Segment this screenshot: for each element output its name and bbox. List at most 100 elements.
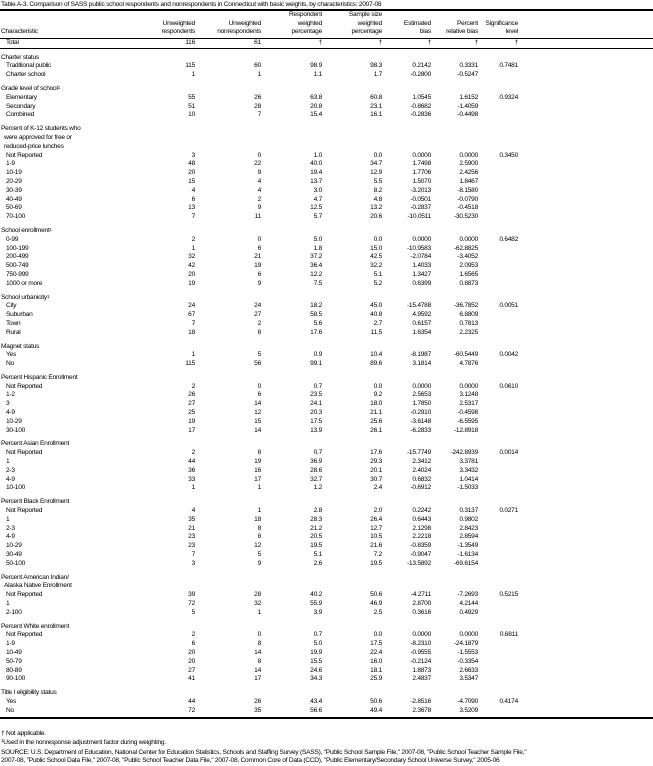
cell: 19: [254, 458, 261, 466]
cell: 8: [257, 449, 262, 457]
cell: [478, 103, 518, 112]
cell: 0.7: [313, 449, 323, 457]
table-row: 2-100 5 1 3.9 2.5 0.3616 0.4929: [0, 609, 653, 618]
row-label: 500-749: [6, 262, 29, 270]
cell: 2.2325: [459, 328, 478, 336]
table-row: 30-100 17 14 13.9 26.1 -6.2833 -12.8918: [0, 427, 653, 436]
cell: -24.1879: [453, 640, 478, 648]
table-row: Combined 10 7 15.4 16.1 -0.2836 -0.4498: [0, 111, 653, 120]
cell: -0.2124: [410, 657, 431, 665]
cell: -1.4059: [457, 102, 478, 110]
group-header-row: School enrollment1: [0, 222, 653, 236]
row-label: Elementary: [6, 93, 37, 101]
cell: 1: [257, 608, 262, 616]
cell: 1.8467: [459, 177, 478, 185]
spacer: [518, 320, 653, 329]
footnote-1-mark: 1: [1, 738, 4, 743]
group-header-row: School urbanicity1: [0, 289, 653, 303]
cell: [478, 600, 518, 609]
spacer: [518, 706, 653, 719]
cell: [478, 484, 518, 493]
cell: 2.8594: [459, 533, 478, 541]
table-row: 10-29 23 12 19.5 21.6 -0.8359 -1.3549: [0, 542, 653, 551]
cell: 21: [188, 524, 195, 532]
cell: 4: [191, 507, 196, 515]
cell: 19.5: [370, 559, 382, 567]
cell: 0.9324: [499, 93, 518, 101]
spacer: [518, 262, 653, 271]
cell: 15.0: [370, 244, 382, 252]
table-row: Not Reported 2 0 0.7 0.0 0.0000 0.0000 0.0610: [0, 383, 653, 392]
cell: 13: [188, 204, 195, 212]
cell: 23: [188, 533, 195, 541]
cell: -0.6912: [410, 484, 431, 492]
cell: 60.8: [370, 93, 382, 101]
group-header-row: Charter status: [0, 48, 653, 62]
cell: 5: [257, 351, 262, 359]
row-label: 1: [6, 458, 10, 466]
group-label-text: Percent Black Enrollment: [1, 498, 70, 506]
group-label-text: Percent American Indian/: [1, 573, 69, 581]
cell: 2: [257, 319, 262, 327]
cell: 23.1: [370, 102, 382, 110]
cell: 48: [188, 160, 195, 168]
group-header-row: Percent Hispanic Enrollment: [0, 369, 653, 383]
table-row: 1 35 18 28.3 26.4 0.6443 0.9802: [0, 516, 653, 525]
table-row: 50-69 13 9 12.5 13.2 -0.2837 -0.4518: [0, 204, 653, 213]
cell: 3.5209: [431, 706, 478, 719]
table-row: 1-9 6 8 5.0 17.5 -8.2310 -24.1879: [0, 640, 653, 649]
cell: 3: [191, 559, 196, 567]
spacer: [518, 196, 653, 205]
cell: 51: [188, 102, 195, 110]
cell: 0.0000: [459, 631, 478, 639]
cell: [478, 187, 518, 196]
cell: 5.6: [313, 319, 323, 327]
cell: 0.0000: [412, 151, 431, 159]
cell: 2.4256: [459, 169, 478, 177]
group-label-text: Grade level of school: [1, 84, 58, 92]
cell: 19.4: [310, 169, 322, 177]
row-label: 1-2: [6, 391, 15, 399]
cell: 39: [188, 591, 195, 599]
cell: 72: [150, 706, 195, 719]
group-label: Percent White enrollment: [0, 618, 653, 632]
col-header-percent-relative-bias: Percent relative bias: [446, 19, 478, 36]
spacer: [518, 591, 653, 600]
group-label-text: Percent White enrollment: [1, 622, 70, 630]
cell: 42: [188, 262, 195, 270]
cell: 11.5: [370, 328, 383, 336]
table-row: Town 7 2 5.6 2.7 0.6157 0.7813: [0, 320, 653, 329]
table-row: 70-100 7 11 5.7 20.6 -10.0511 -30.5230: [0, 213, 653, 222]
cell: 5.7: [313, 213, 323, 221]
cell: 2.8700: [412, 600, 431, 608]
cell: 1.6354: [412, 328, 431, 336]
row-label: 90-100: [6, 675, 26, 683]
spacer: [518, 187, 653, 196]
spacer: [518, 253, 653, 262]
cell: 16.1: [370, 111, 382, 119]
cell: 40.2: [310, 591, 322, 599]
cell: 4.8: [373, 195, 383, 203]
spacer: [518, 38, 653, 49]
cell: 28: [254, 102, 261, 110]
cell: †: [431, 38, 478, 49]
row-label: Charter school: [6, 71, 46, 79]
cell: -15.4788: [406, 302, 431, 310]
cell: 0.5215: [499, 591, 518, 599]
row-label: 750-999: [6, 270, 29, 278]
table-row: Not Reported 39 28 40.2 50.6 -4.2711 -7.2693 0.…: [0, 591, 653, 600]
spacer: [518, 600, 653, 609]
spacer: [518, 698, 653, 707]
cell: 0: [257, 382, 262, 390]
cell: [478, 458, 518, 467]
table-row: 1-2 26 6 23.5 9.2 2.5653 3.1248: [0, 391, 653, 400]
spacer: [518, 178, 653, 187]
cell: 1.6152: [459, 93, 478, 101]
cell: 26: [254, 697, 261, 705]
group-label-text: School enrollment: [1, 226, 50, 234]
cell: 12.7: [370, 524, 382, 532]
cell: [478, 111, 518, 120]
cell: 12.9: [370, 169, 382, 177]
cell: 30.7: [370, 475, 382, 483]
cell: 36: [188, 466, 195, 474]
